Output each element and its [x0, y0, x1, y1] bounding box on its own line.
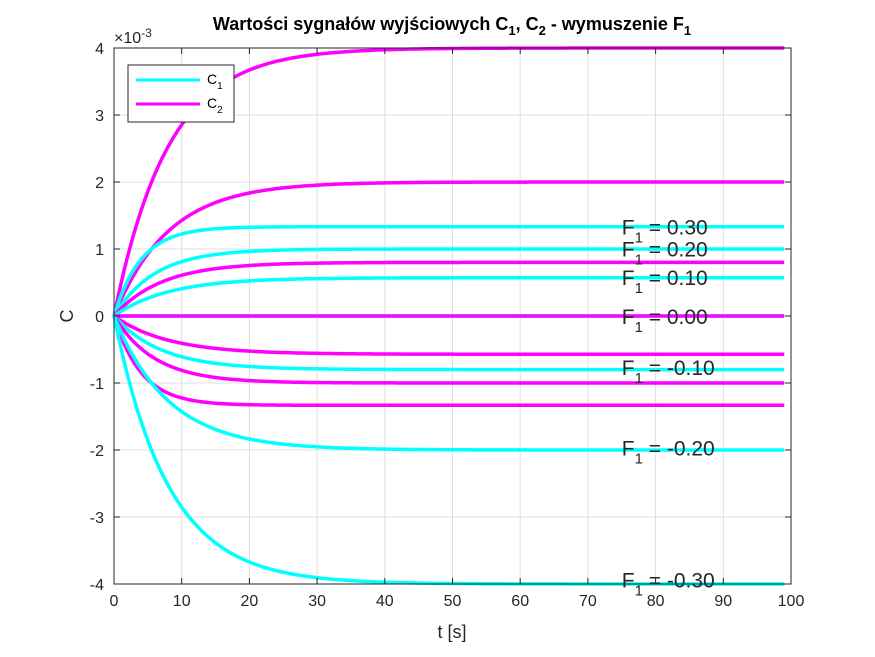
annotation-label: F1 = 0.20: [622, 238, 708, 268]
y-tick-label: -3: [90, 510, 104, 527]
x-tick-label: 40: [376, 593, 394, 610]
x-tick-label: 90: [714, 593, 732, 610]
series-line-3: [112, 247, 785, 317]
annotation-label: F1 = 0.10: [622, 267, 708, 297]
x-tick-label: 0: [110, 593, 119, 610]
ticks-group: 0 10 20 30 40 50 60 70 80 90 100 -4 -3 -2 -1 0 1 2 3 4: [90, 41, 805, 610]
series-line-2: [112, 224, 785, 317]
y-tick-label: -1: [90, 376, 104, 393]
series-line-11: [112, 315, 785, 408]
annotation-label: F1 = 0.30: [622, 216, 708, 246]
x-tick-label: 70: [579, 593, 597, 610]
x-axis-label: t [s]: [437, 622, 466, 642]
series-line-12: [112, 315, 785, 452]
series-line-9: [112, 314, 785, 372]
y-tick-label: 3: [95, 108, 104, 125]
y-tick-label: 0: [95, 309, 104, 326]
x-tick-label: 50: [444, 593, 462, 610]
series-line-10: [112, 315, 785, 385]
y-tick-label: -2: [90, 443, 104, 460]
series-line-1: [112, 180, 785, 317]
chart-title: Wartości sygnałów wyjściowych C1, C2 - w…: [213, 14, 691, 38]
y-axis-label: C: [57, 310, 77, 323]
y-tick-label: 1: [95, 242, 104, 259]
legend: C1 C2: [127, 64, 235, 123]
exponent-label: ×10-3: [114, 26, 152, 47]
legend-label-c2: C2: [207, 95, 223, 116]
x-tick-label: 100: [778, 593, 805, 610]
annotation-label: F1 = -0.20: [622, 437, 715, 467]
y-tick-label: 2: [95, 175, 104, 192]
series-line-5: [113, 275, 785, 318]
annotation-label: F1 = -0.30: [622, 569, 715, 599]
y-tick-label: -4: [90, 577, 104, 594]
x-tick-label: 60: [511, 593, 529, 610]
legend-box: [127, 64, 235, 123]
x-tick-label: 20: [241, 593, 259, 610]
x-tick-label: 10: [173, 593, 191, 610]
annotation-label: F1 = 0.00: [622, 306, 708, 336]
series-line-4: [112, 260, 785, 318]
x-tick-label: 30: [308, 593, 326, 610]
x-tick-label: 80: [647, 593, 665, 610]
legend-label-c1: C1: [207, 71, 223, 92]
annotation-label: F1 = -0.10: [622, 357, 715, 387]
series-line-8: [113, 314, 785, 357]
y-tick-label: 4: [95, 41, 104, 58]
